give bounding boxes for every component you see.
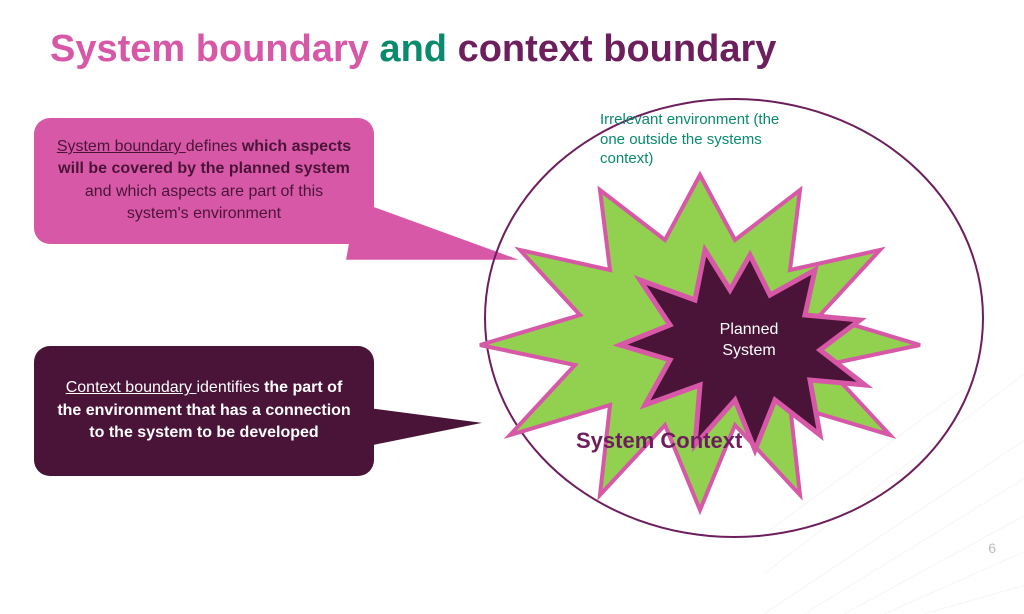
callout-context-boundary: Context boundary identifies the part of … bbox=[34, 346, 374, 476]
callout-2-underlined: Context boundary bbox=[66, 379, 197, 396]
page-number: 6 bbox=[988, 540, 996, 556]
callout-1-textafter: and which aspects are part of this syste… bbox=[85, 183, 323, 222]
title-part-2: and bbox=[369, 28, 458, 70]
callout-system-boundary: System boundary defines which aspects wi… bbox=[34, 118, 374, 244]
callout-1-underlined: System boundary bbox=[57, 138, 186, 155]
callout-2-pointer bbox=[361, 403, 482, 447]
slide-title: System boundary and context boundary bbox=[50, 28, 776, 71]
title-part-1: System boundary bbox=[50, 28, 369, 70]
planned-system-label: Planned System bbox=[694, 320, 804, 362]
callout-2-textbefore: identifies bbox=[196, 379, 264, 396]
callout-1-textbefore: defines bbox=[186, 138, 242, 155]
title-part-3: context boundary bbox=[458, 28, 777, 70]
system-context-label: System Context bbox=[576, 428, 742, 454]
